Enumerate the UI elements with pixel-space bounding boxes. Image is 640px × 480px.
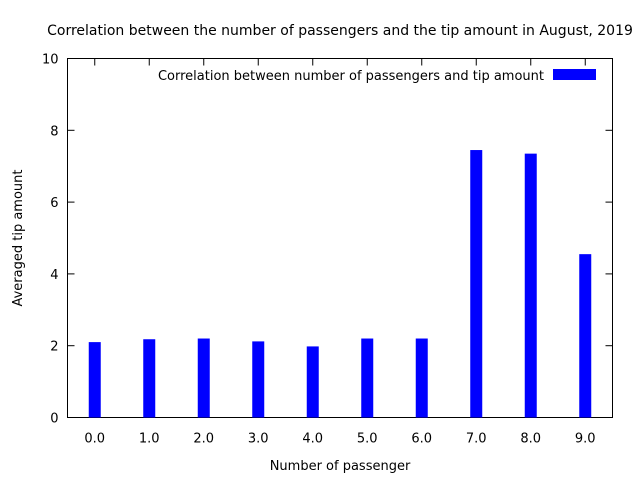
y-tick-label: 2 (50, 340, 58, 355)
chart-title: Correlation between the number of passen… (47, 23, 633, 39)
x-tick-label: 5.0 (357, 432, 378, 447)
x-axis: 0.0 1.0 2.0 3.0 4.0 5.0 6.0 7.0 8.0 9.0 (84, 58, 596, 447)
bar (470, 150, 483, 418)
y-tick-label: 10 (42, 53, 59, 68)
legend-swatch (553, 69, 596, 80)
bar (252, 341, 265, 418)
x-tick-label: 2.0 (193, 432, 214, 447)
x-tick-label: 0.0 (84, 432, 105, 447)
bar (524, 153, 537, 418)
plot-frame (67, 58, 613, 418)
x-tick-label: 8.0 (520, 432, 541, 447)
y-axis-label: Averaged tip amount (11, 169, 26, 306)
y-tick-label: 4 (50, 268, 58, 283)
y-tick-label: 0 (50, 412, 58, 427)
bar-series (88, 150, 592, 418)
bar (197, 338, 210, 418)
legend-label: Correlation between number of passengers… (158, 69, 544, 84)
bar (579, 254, 592, 418)
x-tick-label: 1.0 (139, 432, 160, 447)
x-axis-label: Number of passenger (270, 459, 411, 474)
x-tick-label: 6.0 (411, 432, 432, 447)
x-tick-label: 9.0 (575, 432, 596, 447)
x-tick-label: 4.0 (302, 432, 323, 447)
bar (415, 338, 428, 418)
bar (306, 346, 319, 418)
y-tick-label: 8 (50, 124, 58, 139)
bar (88, 342, 101, 418)
bar (361, 338, 374, 418)
y-axis: 0 2 4 6 8 10 (42, 53, 613, 427)
y-tick-label: 6 (50, 196, 58, 211)
x-tick-label: 3.0 (248, 432, 269, 447)
x-tick-label: 7.0 (466, 432, 487, 447)
legend: Correlation between number of passengers… (158, 69, 596, 84)
bar (143, 339, 156, 418)
